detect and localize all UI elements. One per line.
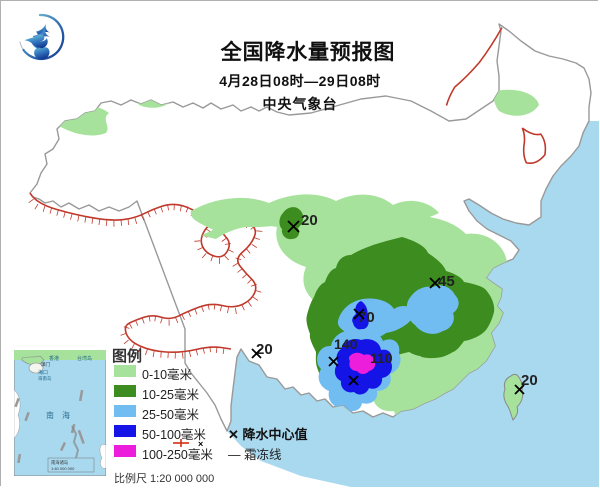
svg-text:140: 140 bbox=[334, 336, 358, 352]
svg-text:1:40 000 000: 1:40 000 000 bbox=[51, 466, 75, 471]
svg-text:海口: 海口 bbox=[38, 369, 48, 376]
svg-text:南海诸岛: 南海诸岛 bbox=[51, 459, 68, 466]
svg-text:台湾岛: 台湾岛 bbox=[77, 355, 92, 362]
svg-text:110: 110 bbox=[370, 350, 393, 366]
svg-text:香港: 香港 bbox=[49, 355, 59, 362]
svg-text:澤门: 澤门 bbox=[41, 361, 50, 368]
svg-text:海南岛: 海南岛 bbox=[38, 375, 52, 382]
svg-text:20: 20 bbox=[301, 212, 318, 229]
svg-text:南海: 南海 bbox=[46, 410, 78, 420]
